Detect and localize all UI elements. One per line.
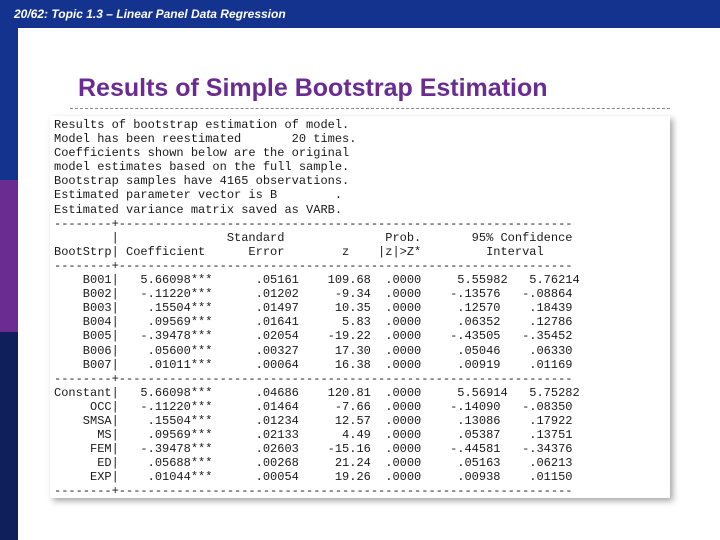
output-note: Results of bootstrap estimation of model… (54, 118, 350, 132)
regression-row: EXP| .01044*** .00054 19.26 .0000 .00938… (54, 470, 573, 485)
regression-row: OCC| -.11220*** .01464 -7.66 .0000 -.140… (54, 399, 573, 414)
stata-output: Results of bootstrap estimation of model… (50, 116, 670, 499)
bootstrap-row: B002| -.11220*** .01202 -9.34 .0000 -.13… (54, 287, 573, 302)
table-rule-mid: --------+-------------------------------… (54, 258, 573, 273)
bootstrap-row: B006| .05600*** .00327 17.30 .0000 .0504… (54, 343, 573, 358)
bootstrap-row: B003| .15504*** .01497 10.35 .0000 .1257… (54, 301, 573, 316)
output-note: Bootstrap samples have 4165 observations… (54, 174, 350, 189)
left-band-top (0, 28, 18, 180)
left-band-middle (0, 180, 18, 332)
table-header-line-1: | Standard Prob. 95% Confidence (54, 230, 573, 245)
slide-header: 20/62: Topic 1.3 – Linear Panel Data Reg… (14, 7, 286, 21)
table-header-line-2: BootStrp| Coefficient Error z |z|>Z* Int… (54, 244, 544, 259)
bootstrap-row: B005| -.39478*** .02054 -19.22 .0000 -.4… (54, 329, 573, 344)
header-bar: 20/62: Topic 1.3 – Linear Panel Data Reg… (0, 0, 720, 28)
regression-row: Constant| 5.66098*** .04686 120.81 .0000… (54, 385, 580, 400)
regression-row: MS| .09569*** .02133 4.49 .0000 .05387 .… (54, 428, 573, 443)
bootstrap-row: B001| 5.66098*** .05161 109.68 .0000 5.5… (54, 273, 580, 288)
regression-row: ED| .05688*** .00268 21.24 .0000 .05163 … (54, 456, 573, 471)
left-band-bottom (0, 332, 18, 540)
output-note: model estimates based on the full sample… (54, 160, 350, 175)
stata-output-panel: Results of bootstrap estimation of model… (50, 116, 670, 498)
slide-title: Results of Simple Bootstrap Estimation (78, 74, 548, 102)
regression-row: FEM| -.39478*** .02603 -15.16 .0000 -.44… (54, 442, 573, 457)
title-divider (70, 108, 670, 109)
output-note: Estimated variance matrix saved as VARB. (54, 202, 343, 217)
output-note: Coefficients shown below are the origina… (54, 146, 350, 161)
table-rule-top: --------+-------------------------------… (54, 216, 573, 231)
bootstrap-row: B007| .01011*** .00064 16.38 .0000 .0091… (54, 357, 573, 372)
output-note: Estimated parameter vector is B . (54, 188, 343, 203)
output-note: Model has been reestimated 20 times. (54, 132, 357, 147)
regression-row: SMSA| .15504*** .01234 12.57 .0000 .1308… (54, 413, 573, 428)
table-rule-bottom: --------+-------------------------------… (54, 484, 573, 499)
bootstrap-row: B004| .09569*** .01641 5.83 .0000 .06352… (54, 315, 573, 330)
table-rule-section: --------+-------------------------------… (54, 371, 573, 386)
